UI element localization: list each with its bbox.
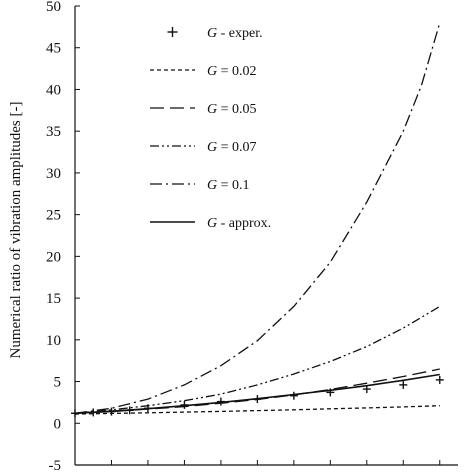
y-tick-label: 35: [46, 124, 61, 140]
legend-label: G - exper.: [207, 26, 263, 41]
axes: -5 0 5 10 15 20 25 30 35 40 45 50: [46, 0, 458, 474]
legend-symbol: G: [207, 216, 217, 231]
legend-item: G = 0.05: [150, 102, 257, 117]
data-point: [399, 380, 408, 389]
legend-item: G = 0.07: [150, 140, 257, 155]
legend-label: G = 0.07: [207, 140, 257, 155]
legend-item: G - approx.: [150, 216, 271, 231]
legend-label: G = 0.1: [207, 178, 250, 193]
legend-suffix: = 0.07: [217, 140, 256, 155]
legend-label: G - approx.: [207, 216, 271, 231]
series-3: [74, 305, 441, 414]
series-4: [74, 22, 441, 414]
y-tick-label: -5: [49, 458, 62, 474]
series-line: [74, 22, 441, 414]
series-line: [74, 405, 440, 415]
legend-symbol: G: [207, 140, 217, 155]
legend-symbol: G: [207, 64, 217, 79]
y-tick-label: 0: [54, 416, 62, 432]
legend-suffix: = 0.02: [217, 64, 256, 79]
legend-suffix: = 0.05: [217, 102, 256, 117]
series-layer: [71, 22, 444, 418]
legend-symbol: G: [207, 102, 217, 117]
y-tick-label: 20: [46, 249, 61, 265]
series-line: [74, 305, 441, 414]
data-point: [435, 375, 444, 384]
legend-suffix: - approx.: [217, 216, 271, 231]
legend-suffix: - exper.: [217, 26, 262, 41]
y-tick-label: 15: [46, 291, 61, 307]
y-tick-label: 25: [46, 208, 61, 224]
legend: G - exper.G = 0.02G = 0.05G = 0.07G = 0.…: [150, 26, 271, 231]
series-5: [74, 373, 440, 415]
legend-label: G = 0.05: [207, 102, 257, 117]
data-point: [289, 391, 298, 400]
y-tick-label: 45: [46, 41, 61, 57]
legend-symbol: G: [207, 178, 217, 193]
y-tick-label: 10: [46, 333, 61, 349]
legend-item: G = 0.02: [150, 64, 257, 79]
series-line: [74, 373, 440, 415]
legend-item: G = 0.1: [150, 178, 250, 193]
y-tick-label: 40: [46, 82, 61, 98]
legend-suffix: = 0.1: [217, 178, 249, 193]
series-1: [74, 405, 440, 415]
legend-symbol: G: [207, 26, 217, 41]
legend-item: G - exper.: [167, 26, 263, 41]
y-axis-label: Numerical ratio of vibration amplitudes …: [8, 102, 24, 359]
y-tick-label: 5: [54, 375, 62, 391]
y-tick-label: 50: [46, 0, 61, 15]
legend-label: G = 0.02: [207, 64, 257, 79]
y-tick-label: 30: [46, 166, 61, 182]
